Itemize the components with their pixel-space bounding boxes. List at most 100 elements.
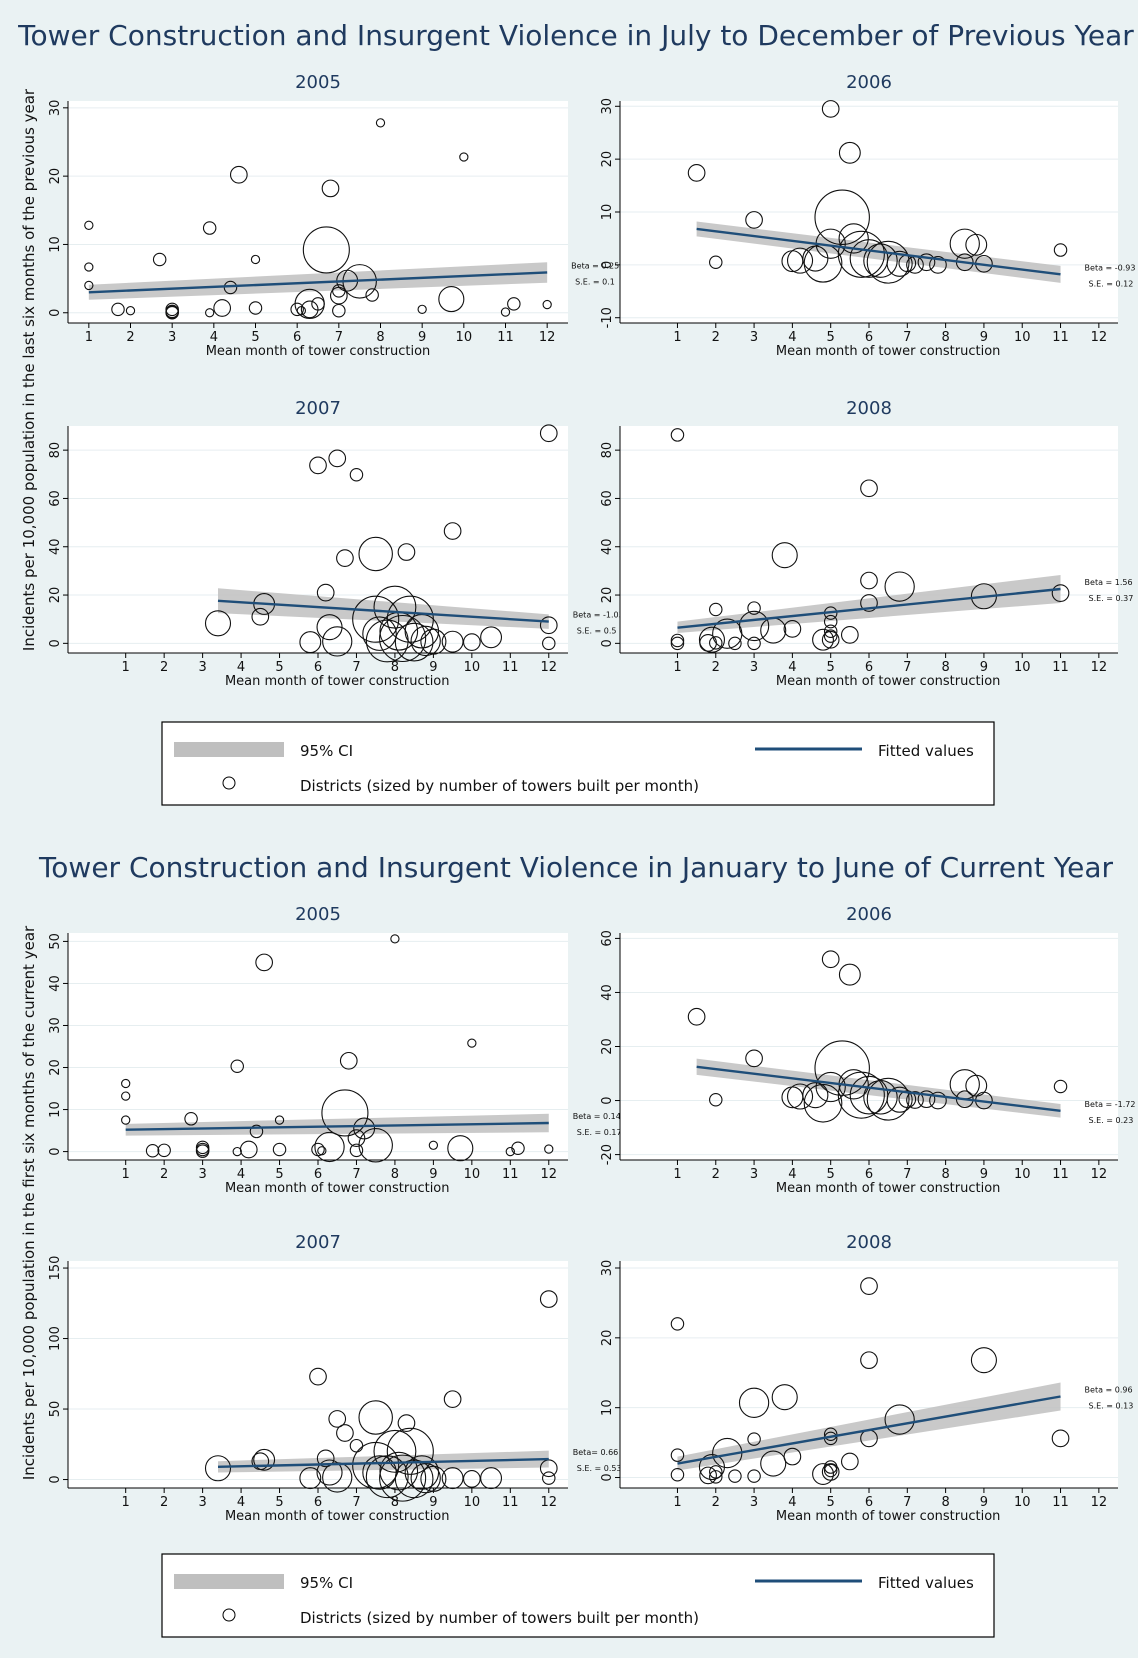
panel-title: 2005 — [295, 904, 341, 925]
y-tick-label: 50 — [48, 933, 63, 950]
district-marker — [255, 953, 274, 972]
x-tick-label: 12 — [539, 330, 556, 345]
x-tick-label: 5 — [827, 1167, 835, 1182]
district-marker — [511, 1141, 525, 1155]
district-marker — [438, 286, 465, 313]
district-marker — [328, 449, 347, 468]
district-marker — [838, 223, 869, 254]
x-tick-label: 5 — [275, 660, 283, 675]
district-marker — [1051, 584, 1070, 602]
y-tick-label: 100 — [48, 1326, 63, 1351]
y-tick-label: 30 — [48, 1017, 63, 1034]
x-tick-label: 5 — [827, 660, 835, 675]
district-marker — [709, 255, 723, 269]
x-tick-label: 3 — [750, 1167, 758, 1182]
district-marker — [670, 633, 685, 648]
x-tick-label: 11 — [1052, 660, 1069, 675]
district-marker — [480, 1467, 503, 1490]
legend-top: 95% CI Fitted values Districts (sized by… — [161, 721, 995, 806]
district-marker — [821, 950, 840, 969]
district-marker — [747, 1469, 761, 1483]
x-tick-label: 7 — [352, 1167, 360, 1182]
fit-annotation: Beta = 0.25 — [571, 261, 619, 270]
panel-title: 2008 — [846, 1232, 892, 1253]
x-tick-label: 1 — [85, 330, 93, 345]
district-marker — [823, 614, 838, 629]
panel-title: 2007 — [295, 398, 341, 419]
panel-title: 2005 — [295, 72, 341, 93]
district-marker — [821, 100, 840, 118]
district-marker — [249, 1124, 264, 1139]
district-marker — [670, 1467, 685, 1482]
district-marker — [248, 301, 263, 315]
x-tick-label: 9 — [980, 1167, 988, 1182]
x-tick-label: 2 — [712, 1167, 720, 1182]
x-tick-label: 4 — [788, 660, 796, 675]
fitted-line — [677, 587, 1061, 629]
district-marker — [860, 571, 878, 590]
district-marker — [379, 1454, 427, 1502]
x-tick-label: 2 — [712, 330, 720, 345]
x-tick-label: 7 — [352, 1495, 360, 1510]
x-axis-label: Mean month of tower construction — [776, 674, 1001, 689]
district-marker — [863, 243, 898, 278]
district-marker — [898, 1090, 917, 1109]
district-marker — [1053, 1079, 1068, 1094]
x-tick-label: 12 — [1091, 1167, 1108, 1182]
district-marker — [229, 165, 248, 184]
panel-title: 2008 — [846, 398, 892, 419]
x-tick-label: 3 — [168, 330, 176, 345]
fitted-line — [125, 1121, 549, 1131]
district-marker-swatch — [222, 776, 236, 790]
district-marker — [447, 1135, 474, 1162]
y-tick-label: 80 — [48, 442, 63, 459]
x-tick-label: 4 — [788, 1495, 796, 1510]
x-tick-label: 11 — [497, 330, 514, 345]
x-tick-label: 6 — [314, 660, 322, 675]
district-marker — [420, 628, 447, 655]
district-marker — [299, 631, 322, 654]
district-marker — [232, 1146, 242, 1157]
district-marker — [125, 306, 136, 316]
fitted-line — [696, 227, 1061, 276]
y-tick-label: 80 — [600, 442, 615, 459]
district-marker — [316, 1449, 335, 1468]
x-tick-label: 10 — [456, 330, 473, 345]
y-tick-label: 60 — [600, 490, 615, 507]
district-marker — [709, 1470, 723, 1484]
district-marker — [195, 1144, 210, 1158]
district-marker — [837, 230, 885, 278]
y-tick-label: 20 — [48, 587, 63, 604]
x-tick-label: 9 — [429, 1167, 437, 1182]
x-tick-label: 1 — [673, 1167, 681, 1182]
district-marker — [251, 607, 270, 626]
ci-band — [88, 262, 548, 300]
x-tick-label: 7 — [903, 1495, 911, 1510]
district-marker — [860, 1277, 878, 1295]
fit-annotation: S.E. = 0.1 — [575, 277, 615, 286]
district-marker — [230, 1059, 244, 1074]
district-marker — [917, 253, 936, 272]
district-marker — [539, 1290, 558, 1308]
district-marker — [823, 1463, 838, 1478]
panel-title: 2006 — [846, 72, 892, 93]
legend-districts-label: Districts (sized by number of towers bui… — [300, 777, 699, 795]
x-tick-label: 6 — [865, 660, 873, 675]
x-tick-label: 9 — [980, 1495, 988, 1510]
district-marker — [771, 542, 798, 569]
y-tick-label: 30 — [600, 98, 615, 115]
x-tick-label: 2 — [160, 660, 168, 675]
district-marker — [467, 1038, 477, 1048]
x-tick-label: 6 — [865, 1167, 873, 1182]
district-marker — [336, 1424, 354, 1442]
district-marker — [860, 1351, 878, 1370]
district-marker — [462, 633, 481, 651]
district-marker — [322, 1462, 353, 1493]
district-marker — [745, 211, 763, 229]
